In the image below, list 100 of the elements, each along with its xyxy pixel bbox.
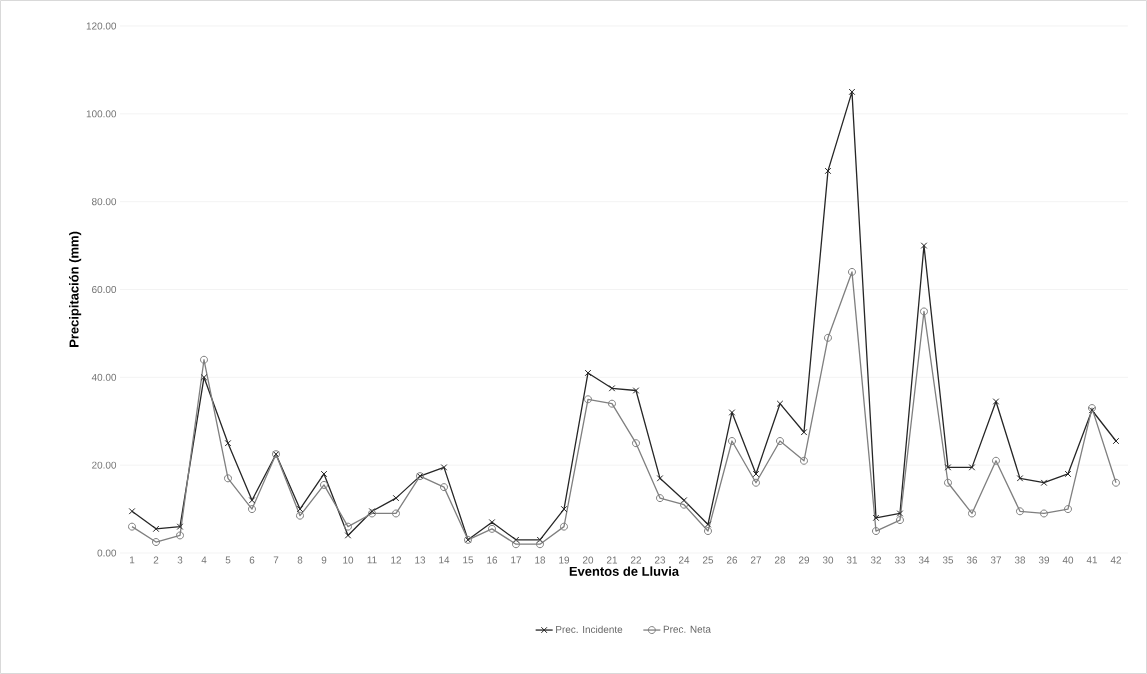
x-tick-label: 36 <box>966 556 978 564</box>
point <box>632 387 640 394</box>
point <box>200 355 208 364</box>
point <box>1040 479 1048 487</box>
point <box>1016 475 1024 482</box>
point <box>871 527 880 536</box>
point <box>751 478 760 487</box>
x-tick-label: 39 <box>1038 556 1050 564</box>
point <box>511 540 520 549</box>
x-axis-title: Eventos de Lluvia <box>569 566 680 576</box>
y-tick-label: 100.00 <box>86 110 117 118</box>
point <box>1039 509 1048 518</box>
point <box>607 399 616 408</box>
x-tick-label: 37 <box>990 556 1002 564</box>
point <box>679 500 688 509</box>
x-tick-label: 20 <box>582 556 594 564</box>
point <box>799 456 808 465</box>
point <box>176 523 184 530</box>
point <box>1111 478 1120 487</box>
legend-label: Prec. Neta <box>663 625 711 633</box>
x-tick-label: 40 <box>1062 556 1074 564</box>
point <box>391 509 400 518</box>
point <box>991 456 1000 465</box>
point <box>128 522 136 531</box>
point <box>440 464 448 471</box>
x-tick-label: 3 <box>177 556 183 564</box>
legend-label: Prec. Incidente <box>556 625 623 634</box>
x-tick-label: 22 <box>630 556 642 564</box>
point <box>608 384 616 392</box>
point <box>943 478 952 487</box>
x-tick-label: 8 <box>297 556 303 564</box>
x-tick-label: 23 <box>654 556 666 564</box>
x-tick-label: 12 <box>391 556 402 564</box>
point <box>967 509 976 518</box>
point <box>343 522 352 531</box>
point <box>895 516 904 525</box>
point <box>992 398 1000 405</box>
point <box>296 511 304 520</box>
x-tick-label: 28 <box>774 556 786 564</box>
x-tick-label: 15 <box>463 556 474 564</box>
point <box>248 505 256 514</box>
point <box>728 409 736 416</box>
y-axis-title: Precipitación (mm) <box>68 231 82 347</box>
point <box>1064 470 1072 478</box>
x-tick-label: 29 <box>798 556 810 564</box>
y-tick-label: 80.00 <box>91 198 117 206</box>
x-tick-label: 42 <box>1110 556 1122 564</box>
point <box>944 464 952 471</box>
y-tick-label: 20.00 <box>92 461 117 469</box>
point <box>200 374 208 381</box>
y-tick-label: 40.00 <box>91 373 117 381</box>
x-tick-label: 19 <box>559 556 570 564</box>
x-tick-label: 33 <box>894 556 906 564</box>
point <box>704 521 712 528</box>
x-tick-label: 9 <box>321 556 327 564</box>
x-tick-label: 26 <box>726 556 738 564</box>
point <box>128 507 136 515</box>
point <box>559 522 568 531</box>
x-tick-label: 17 <box>511 556 522 564</box>
point <box>392 494 400 502</box>
y-tick-label: 120.00 <box>86 22 117 30</box>
x-tick-label: 2 <box>153 556 159 564</box>
x-tick-label: 24 <box>678 556 690 564</box>
point <box>560 505 568 513</box>
x-tick-label: 4 <box>201 556 207 564</box>
x-tick-label: 18 <box>535 556 546 564</box>
point <box>823 333 832 342</box>
x-tick-label: 1 <box>129 556 135 564</box>
point <box>968 464 976 471</box>
x-tick-label: 14 <box>439 556 450 564</box>
x-tick-label: 7 <box>273 556 279 564</box>
point <box>656 475 664 482</box>
point <box>1015 507 1024 516</box>
x-tick-label: 27 <box>750 556 762 564</box>
point <box>919 307 928 316</box>
point <box>248 496 256 504</box>
point <box>1063 505 1072 514</box>
x-tick-label: 38 <box>1014 556 1026 564</box>
point <box>776 400 784 408</box>
point <box>896 510 904 517</box>
x-tick-label: 5 <box>225 556 231 564</box>
point <box>631 439 640 448</box>
x-tick-label: 10 <box>343 556 354 564</box>
point <box>224 474 232 483</box>
point <box>824 167 832 175</box>
point <box>800 428 808 436</box>
point <box>344 532 352 539</box>
point <box>152 525 160 533</box>
point <box>655 494 664 503</box>
point <box>320 480 328 489</box>
x-tick-label: 16 <box>487 556 498 564</box>
x-tick-label: 25 <box>702 556 714 564</box>
x-tick-label: 32 <box>870 556 882 564</box>
point <box>848 88 856 96</box>
x-tick-label: 11 <box>367 556 377 564</box>
point <box>152 538 160 547</box>
point <box>920 242 928 249</box>
point <box>872 514 880 522</box>
point <box>488 518 496 526</box>
point <box>775 437 784 446</box>
